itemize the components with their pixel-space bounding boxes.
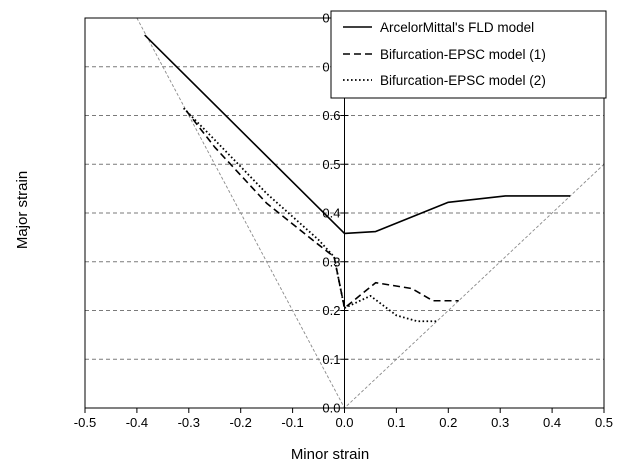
legend-label-fld-model: ArcelorMittal's FLD model [380,20,534,35]
legend-label-epsc-model-2: Bifurcation-EPSC model (2) [380,73,546,88]
x-tick-label: 0.3 [491,415,509,430]
y-tick-label: 0.3 [322,254,340,269]
x-tick-label: 0.2 [439,415,457,430]
y-tick-label: 0.6 [322,108,340,123]
x-tick-label: -0.4 [126,415,148,430]
x-tick-label: -0.3 [178,415,200,430]
legend-box [330,10,607,99]
y-tick-label: 0.0 [322,401,340,416]
series-lines [144,34,571,323]
series-line-epsc-model-2 [182,107,438,323]
y-tick-label: 0.5 [322,157,340,172]
x-tick-label: 0.4 [543,415,561,430]
series-line-epsc-model-1 [185,110,459,309]
legend-label-epsc-model-1: Bifurcation-EPSC model (1) [380,47,546,62]
y-tick-label: 0.4 [322,206,340,221]
x-tick-label: 0.5 [595,415,613,430]
x-tick-label: -0.2 [229,415,251,430]
x-axis-title: Minor strain [291,446,369,463]
series-line-fld-model [144,34,571,235]
x-tick-label: -0.5 [74,415,96,430]
y-tick-label: 0.2 [322,303,340,318]
x-tick-label: 0.1 [387,415,405,430]
y-axis-title: Major strain [14,171,31,249]
x-tick-label: -0.1 [281,415,303,430]
legend: ArcelorMittal's FLD model Bifurcation-EP… [330,10,607,99]
y-tick-label: 0.1 [322,352,340,367]
x-tick-label: 0.0 [335,415,353,430]
